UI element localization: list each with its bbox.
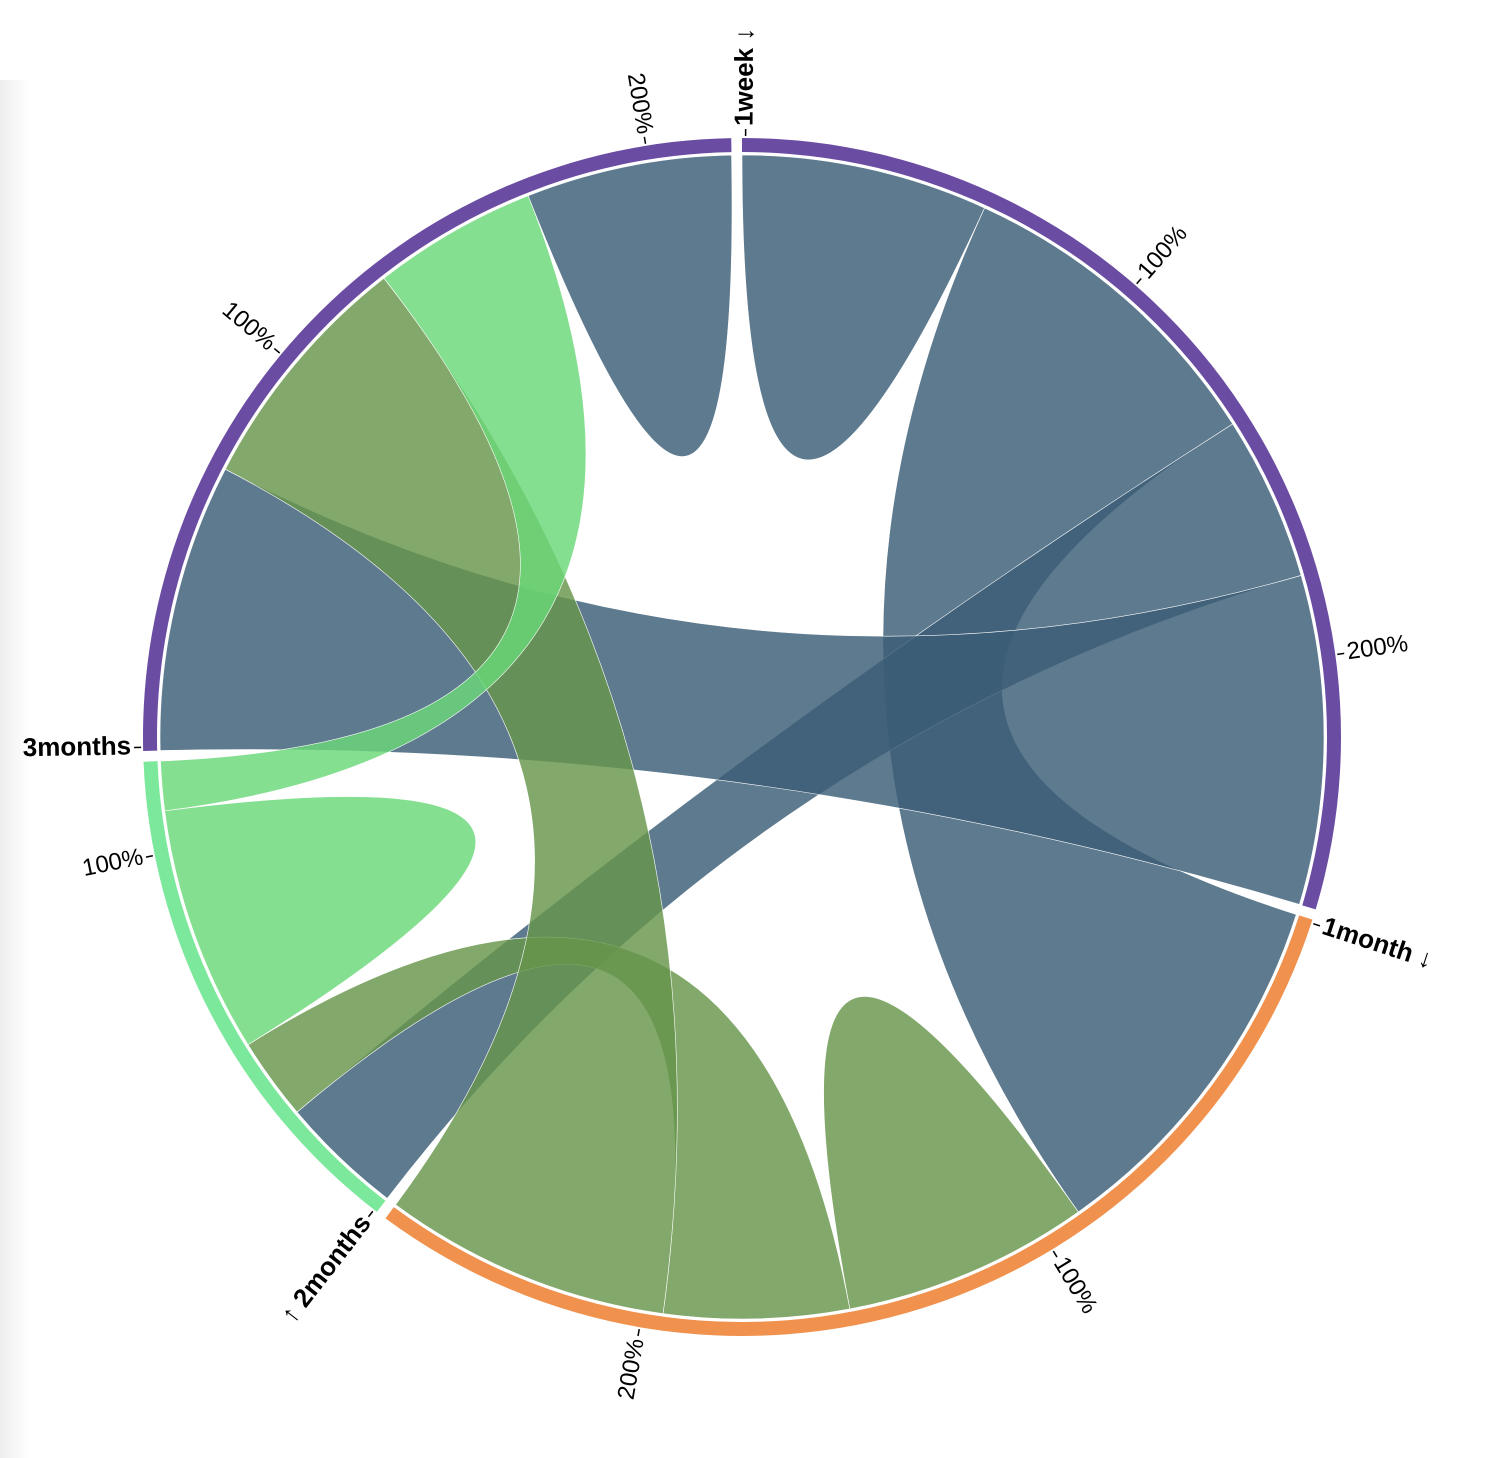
page-shade — [0, 80, 30, 1458]
tick-label: 200% — [622, 71, 659, 136]
tick-label: 100% — [1132, 220, 1193, 284]
tick-mark — [273, 347, 281, 354]
ribbons — [159, 154, 1325, 1320]
tick-label: 200% — [1345, 630, 1410, 665]
tick-mark — [1337, 652, 1345, 656]
tick-label: 100% — [217, 296, 281, 356]
tick-label: 100% — [1048, 1252, 1103, 1318]
group-arc — [385, 915, 1313, 1336]
tick-mark — [637, 1329, 640, 1337]
tick-mark — [145, 855, 153, 858]
tick-label: 100% — [80, 843, 146, 882]
ribbon — [527, 154, 733, 457]
ribbon — [224, 277, 678, 1314]
group-label: ↑ 2months — [274, 1209, 377, 1329]
group-label-tick — [367, 1210, 374, 1218]
ribbon — [160, 195, 587, 812]
group-label: 1month ↓ — [1319, 911, 1437, 975]
group-label: 3months — [22, 730, 131, 762]
group-label: 1week ↓ — [729, 28, 760, 126]
tick-label: 200% — [613, 1336, 650, 1401]
tick-mark — [1136, 277, 1142, 285]
tick-mark — [1052, 1250, 1058, 1258]
tick-mark — [643, 136, 647, 144]
group-label-tick — [1313, 922, 1321, 927]
